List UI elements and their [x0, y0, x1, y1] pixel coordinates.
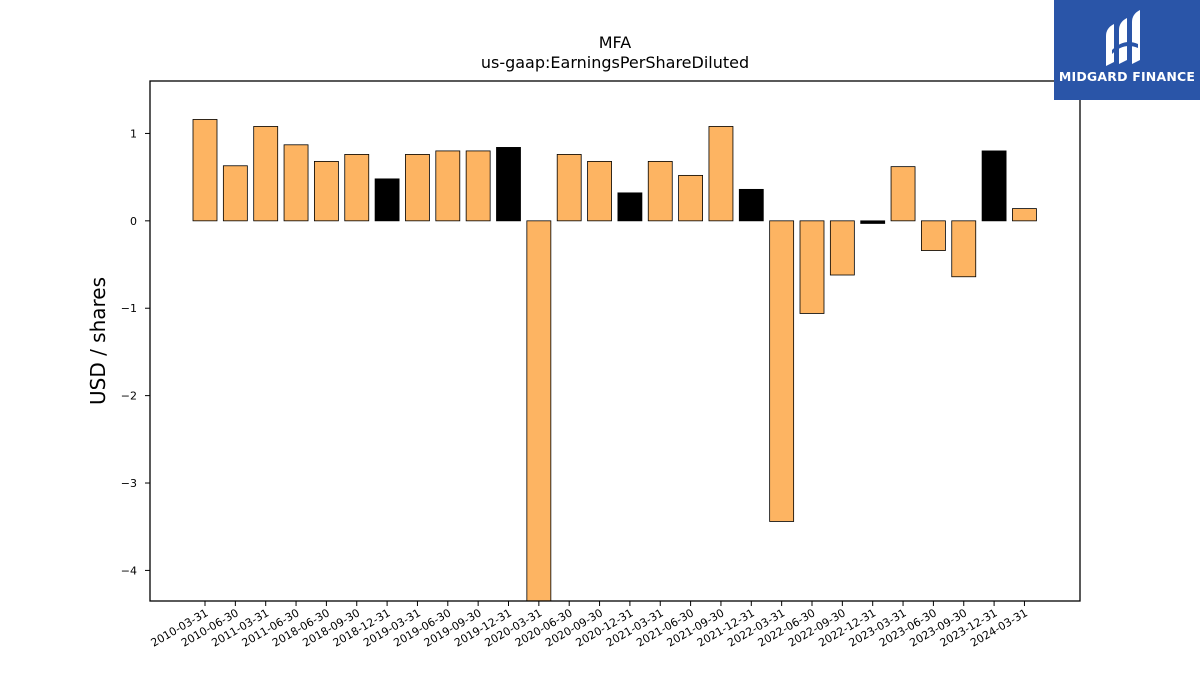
bar-2022-03-31	[769, 220, 795, 522]
bar-2023-09-30	[951, 220, 977, 278]
y-tick-label: 0	[130, 215, 137, 228]
bar-2010-03-31	[192, 119, 218, 222]
bar-2010-06-30	[222, 165, 248, 222]
bar-2019-06-30	[435, 150, 461, 222]
bar-2022-06-30	[799, 220, 825, 314]
bar-2023-03-31	[890, 166, 916, 222]
y-tick-label: 1	[130, 127, 137, 140]
midgard-logo-icon	[1106, 10, 1140, 66]
bar-2022-09-30	[829, 220, 855, 276]
bar-2021-06-30	[678, 174, 703, 222]
y-tick-label: −1	[121, 302, 137, 315]
bar-2018-12-31	[374, 178, 400, 222]
bar-2024-03-31	[1012, 208, 1037, 222]
y-ticks-group: 1 0 −1 −2 −3 −4	[121, 127, 150, 577]
bar-2022-12-31	[860, 220, 886, 224]
chart-subtitle: us-gaap:EarningsPerShareDiluted	[481, 53, 749, 72]
y-tick-label: −3	[121, 477, 137, 490]
plot-frame	[149, 80, 1081, 602]
bar-2019-12-31	[496, 147, 521, 222]
chart-title: MFA	[599, 33, 632, 52]
bar-2021-09-30	[708, 126, 734, 222]
bar-2011-06-30	[283, 144, 309, 222]
bar-2020-12-31	[617, 192, 643, 222]
bar-2020-09-30	[587, 160, 612, 222]
bar-2023-06-30	[921, 220, 946, 251]
bar-2011-03-31	[253, 126, 279, 222]
bar-2023-12-31	[981, 150, 1007, 222]
bar-2019-03-31	[405, 154, 430, 222]
y-tick-label: −2	[121, 390, 137, 403]
midgard-finance-logo: MIDGARD FINANCE	[1054, 0, 1200, 100]
bar-2020-06-30	[556, 154, 582, 222]
bars-group	[192, 119, 1037, 602]
x-ticks-group: 2010-03-312010-06-302011-03-312011-06-30…	[149, 601, 1030, 650]
bar-2021-12-31	[738, 188, 764, 222]
bar-2020-03-31	[526, 220, 552, 602]
y-axis-label: USD / shares	[86, 277, 110, 405]
bar-2019-09-30	[465, 150, 491, 222]
bar-2021-03-31	[647, 160, 673, 222]
bar-2018-06-30	[313, 160, 339, 222]
logo-text: MIDGARD FINANCE	[1058, 69, 1196, 84]
bar-2018-09-30	[344, 154, 370, 222]
y-tick-label: −4	[121, 564, 137, 577]
